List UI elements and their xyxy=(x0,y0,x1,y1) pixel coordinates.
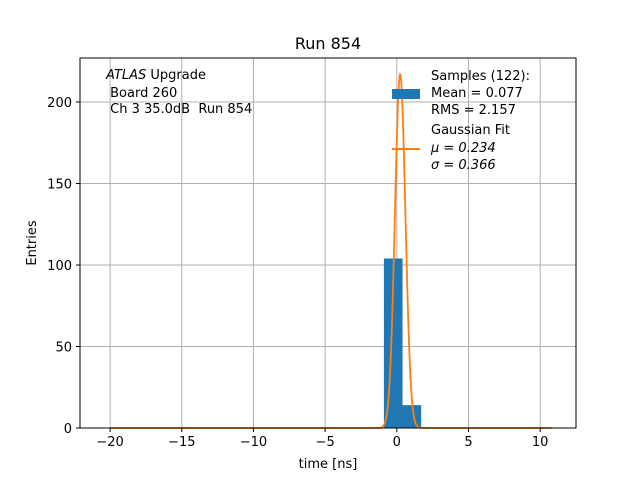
x-tick-label: −10 xyxy=(240,435,267,450)
legend-histogram-swatch xyxy=(392,89,420,99)
svg-text:ATLAS Upgrade: ATLAS Upgrade xyxy=(105,68,206,83)
x-tick-label: 5 xyxy=(464,435,472,450)
annotation-channel: Ch 3 35.0dB Run 854 xyxy=(106,102,252,117)
histogram-bar xyxy=(402,405,422,428)
legend-mean: Mean = 0.077 xyxy=(431,86,523,101)
x-tick-label: −5 xyxy=(316,435,335,450)
y-tick-label: 100 xyxy=(47,259,72,274)
plot-frame xyxy=(79,57,577,429)
run-annotation: ATLAS Upgrade Board 260 Ch 3 35.0dB Run … xyxy=(105,68,252,117)
x-tick-label: 0 xyxy=(393,435,401,450)
legend: Samples (122): Mean = 0.077 RMS = 2.157 … xyxy=(392,69,530,173)
x-tick-label: −15 xyxy=(168,435,195,450)
x-axis-label: time [ns] xyxy=(299,457,358,472)
legend-fit-sigma: σ = 0.366 xyxy=(431,158,496,173)
annotation-upgrade: Upgrade xyxy=(146,68,206,83)
y-tick-label: 200 xyxy=(47,96,72,111)
annotation-board: Board 260 xyxy=(106,86,177,101)
x-tick-label: 10 xyxy=(532,435,549,450)
x-tick-label: −20 xyxy=(96,435,123,450)
legend-samples-label: Samples (122): xyxy=(431,69,530,84)
y-axis-label: Entries xyxy=(25,220,40,266)
chart-title: Run 854 xyxy=(295,34,361,53)
legend-fit-mu: μ = 0.234 xyxy=(430,141,496,156)
y-tick-label: 150 xyxy=(47,178,72,193)
legend-fit-label: Gaussian Fit xyxy=(431,123,510,138)
annotation-atlas: ATLAS xyxy=(105,68,146,83)
y-tick-label: 0 xyxy=(64,422,72,437)
grid-lines xyxy=(80,58,576,429)
histogram-bars xyxy=(383,258,422,428)
y-tick-label: 50 xyxy=(55,341,72,356)
legend-rms: RMS = 2.157 xyxy=(431,103,516,118)
